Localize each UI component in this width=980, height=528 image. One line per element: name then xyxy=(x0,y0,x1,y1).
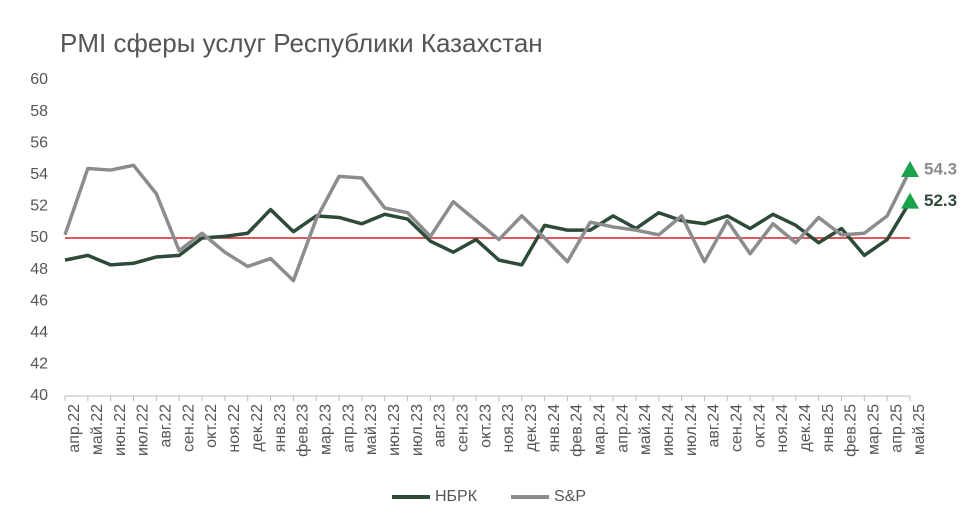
y-tick-label: 40 xyxy=(30,387,48,404)
y-tick-label: 44 xyxy=(30,324,48,341)
x-tick-label: май.25 xyxy=(911,404,928,455)
x-tick-label: май.24 xyxy=(637,404,654,455)
y-tick-label: 46 xyxy=(30,292,48,309)
x-tick-label: фев.24 xyxy=(569,404,586,457)
y-tick-label: 58 xyxy=(30,103,48,120)
legend-label: НБРК xyxy=(435,488,478,505)
value-label: 52.3 xyxy=(924,191,957,210)
y-tick-label: 60 xyxy=(30,71,48,88)
x-tick-label: июн.22 xyxy=(112,404,129,456)
x-tick-label: июл.23 xyxy=(409,404,426,456)
y-tick-label: 42 xyxy=(30,356,48,373)
x-tick-label: ноя.22 xyxy=(226,404,243,453)
x-tick-label: сен.22 xyxy=(180,404,197,452)
x-tick-label: ноя.24 xyxy=(774,404,791,453)
x-tick-label: окт.24 xyxy=(751,404,768,448)
x-tick-label: апр.24 xyxy=(614,404,631,453)
x-tick-label: апр.22 xyxy=(66,404,83,453)
x-tick-label: окт.23 xyxy=(477,404,494,448)
x-tick-label: дек.22 xyxy=(249,404,266,452)
chart-title: PMI сферы услуг Республики Казахстан xyxy=(60,28,543,58)
last-value-marker xyxy=(901,192,919,209)
legend-label: S&P xyxy=(554,488,586,505)
x-tick-label: ноя.23 xyxy=(500,404,517,453)
series-line xyxy=(63,163,912,283)
value-label: 54.3 xyxy=(924,160,957,179)
x-tick-label: июн.24 xyxy=(660,404,677,456)
y-tick-label: 56 xyxy=(30,134,48,151)
x-tick-label: май.23 xyxy=(363,404,380,455)
x-tick-label: апр.23 xyxy=(340,404,357,453)
y-tick-label: 52 xyxy=(30,198,48,215)
y-tick-label: 48 xyxy=(30,261,48,278)
x-tick-label: мар.24 xyxy=(591,404,608,455)
x-tick-label: апр.25 xyxy=(888,404,905,453)
x-tick-label: авг.23 xyxy=(432,404,449,448)
x-tick-label: дек.24 xyxy=(797,404,814,452)
last-value-marker xyxy=(901,161,919,178)
x-tick-label: окт.22 xyxy=(203,404,220,448)
x-tick-label: мар.25 xyxy=(866,404,883,455)
x-tick-label: сен.23 xyxy=(454,404,471,452)
x-tick-label: июл.22 xyxy=(135,404,152,456)
x-tick-label: янв.23 xyxy=(272,404,289,452)
y-tick-label: 50 xyxy=(30,229,48,246)
x-tick-label: фев.25 xyxy=(843,404,860,457)
x-tick-label: дек.23 xyxy=(523,404,540,452)
x-tick-label: авг.22 xyxy=(158,404,175,448)
y-tick-label: 54 xyxy=(30,166,48,183)
x-tick-label: июл.24 xyxy=(683,404,700,456)
x-tick-label: сен.24 xyxy=(729,404,746,452)
x-tick-label: янв.25 xyxy=(820,404,837,452)
x-tick-label: авг.24 xyxy=(706,404,723,448)
x-tick-label: янв.24 xyxy=(546,404,563,452)
x-tick-label: июн.23 xyxy=(386,404,403,456)
x-tick-label: мар.23 xyxy=(317,404,334,455)
x-tick-label: май.22 xyxy=(89,404,106,455)
x-tick-label: фев.23 xyxy=(295,404,312,457)
